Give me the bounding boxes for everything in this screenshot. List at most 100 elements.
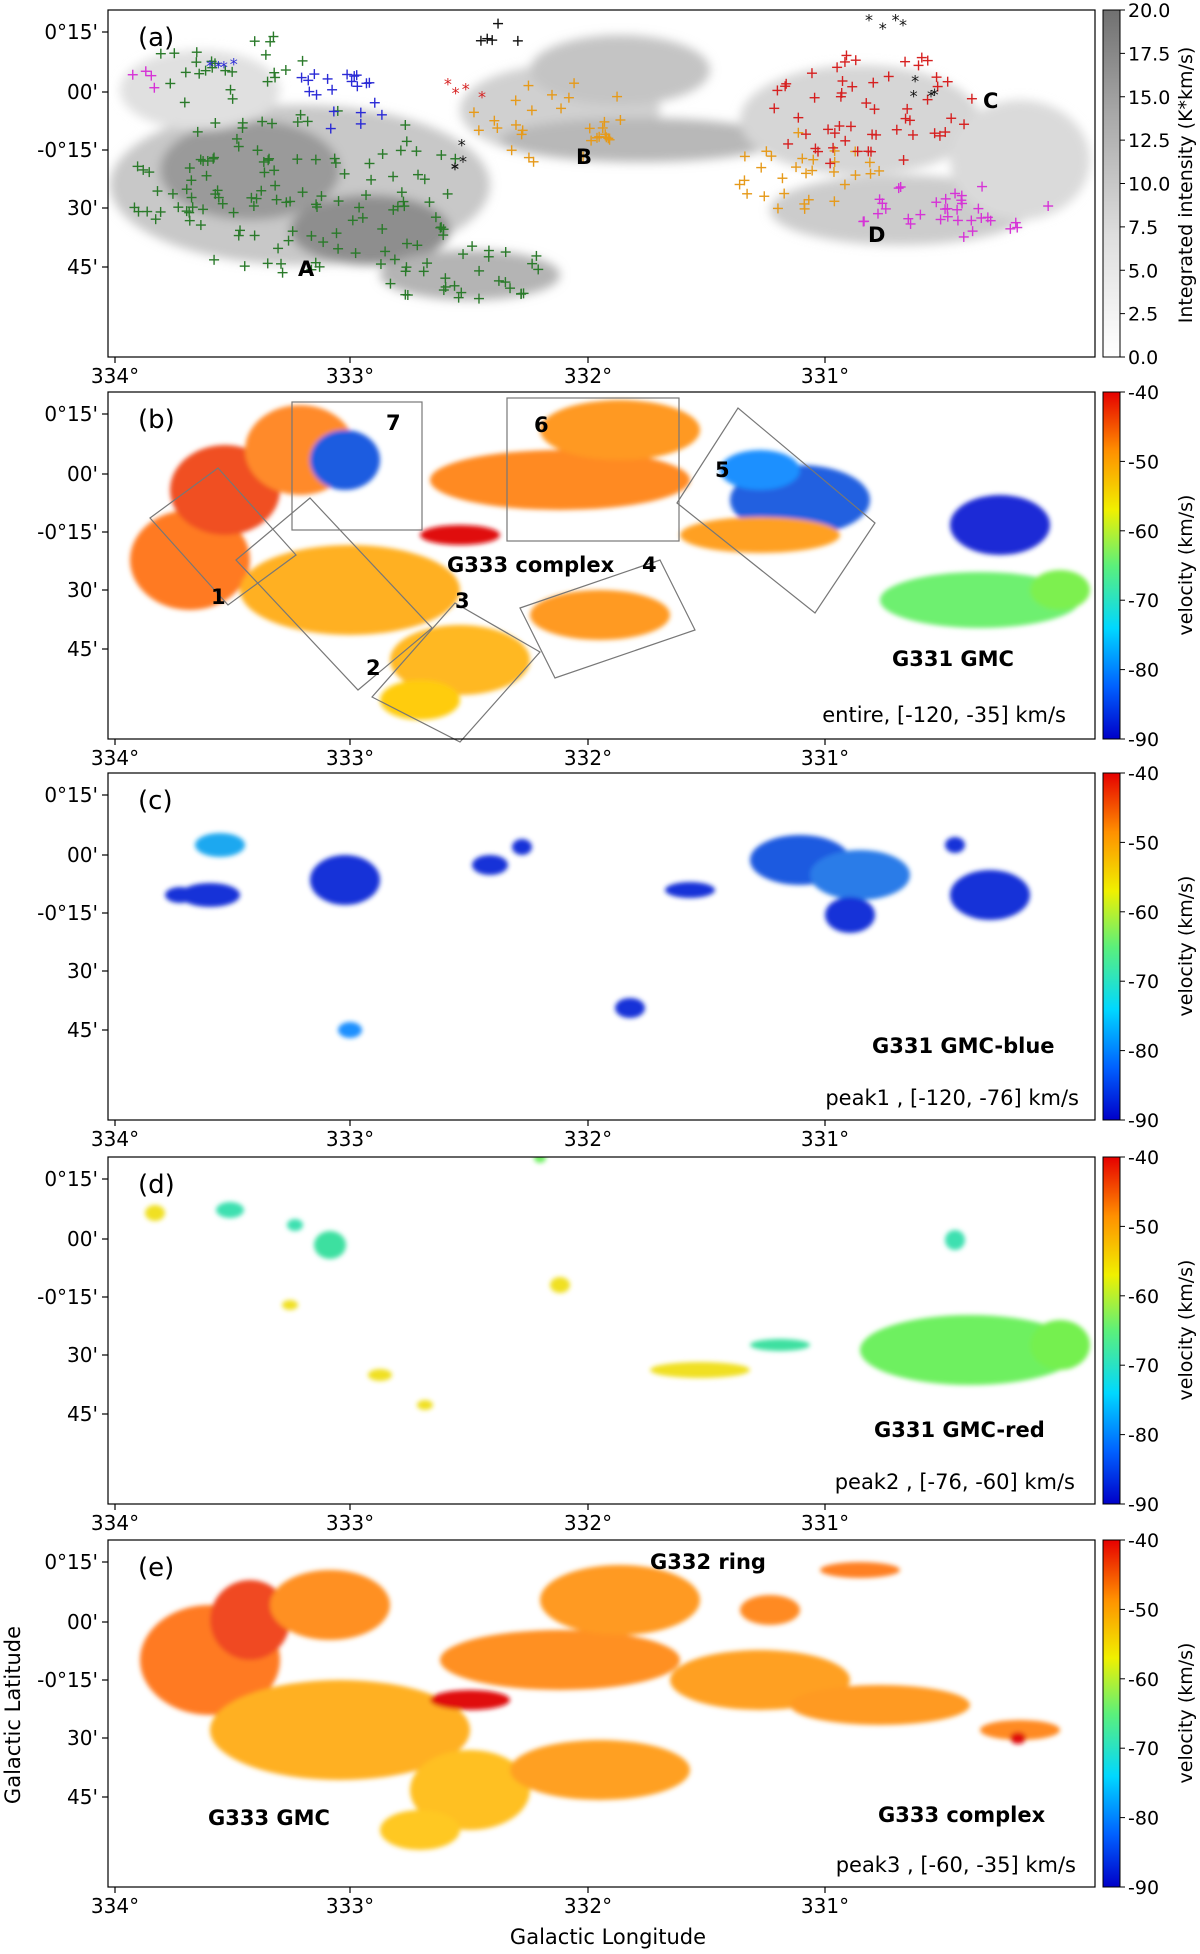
source-marker <box>973 203 984 214</box>
colorbar-tick-label: -70 <box>1128 1738 1159 1760</box>
colorbar-b-label: velocity (km/s) <box>1175 495 1197 636</box>
source-marker <box>442 188 453 199</box>
source-marker <box>392 201 403 212</box>
source-marker <box>493 18 504 29</box>
source-marker <box>385 278 396 289</box>
source-marker <box>322 73 333 84</box>
source-marker <box>210 117 221 128</box>
colorbar-tick-label: -50 <box>1128 451 1159 473</box>
x-tick-label: 331° <box>801 1511 849 1535</box>
x-tick-label: 331° <box>801 1127 849 1151</box>
panel-c-frame <box>107 772 1096 1121</box>
source-marker <box>400 120 411 131</box>
source-marker <box>401 136 412 147</box>
source-marker <box>527 258 538 269</box>
source-marker <box>257 116 268 127</box>
y-tick-label: 0°15' <box>44 1167 98 1191</box>
x-tick-label: 334° <box>91 746 139 770</box>
source-marker <box>883 71 894 82</box>
y-tick-label: 00' <box>67 1227 98 1251</box>
source-marker <box>865 146 876 157</box>
y-tick-label: -0°15' <box>37 520 98 544</box>
x-tick-label: 334° <box>91 1511 139 1535</box>
source-marker <box>331 228 342 239</box>
source-marker <box>957 198 968 209</box>
source-marker <box>376 109 387 120</box>
source-marker <box>505 283 516 294</box>
label-d: D <box>868 223 885 247</box>
colorbar-tick-label: 17.5 <box>1128 43 1170 65</box>
source-marker <box>292 154 303 165</box>
source-marker <box>144 167 155 178</box>
source-marker <box>828 142 839 153</box>
colorbar-tick-label: 20.0 <box>1128 0 1170 22</box>
source-marker <box>829 128 840 139</box>
source-marker <box>355 118 366 129</box>
source-marker <box>946 113 957 124</box>
x-tick-label: 331° <box>801 746 849 770</box>
x-axis-title: Galactic Longitude <box>510 1925 706 1949</box>
source-marker <box>893 183 904 194</box>
colorbar-tick-label: 2.5 <box>1128 304 1158 326</box>
source-marker <box>258 156 269 167</box>
box-label-3: 3 <box>455 589 470 613</box>
source-marker <box>418 266 429 277</box>
y-tick-label: 00' <box>67 1610 98 1634</box>
source-marker <box>916 52 927 63</box>
colorbar-a-ticks: 20.0 17.5 15.0 12.5 10.0 7.5 5.0 2.5 0.0 <box>1120 0 1170 369</box>
panel-d-frame <box>107 1156 1096 1505</box>
colorbar-tick-label: 7.5 <box>1128 217 1158 239</box>
x-tick-label: 334° <box>91 1127 139 1151</box>
star-marker: * <box>865 10 873 29</box>
source-marker <box>217 198 228 209</box>
source-marker <box>739 151 750 162</box>
star-marker: * <box>214 57 222 76</box>
source-marker <box>316 191 327 202</box>
source-marker <box>769 103 780 114</box>
source-marker <box>967 226 978 237</box>
source-marker <box>904 115 915 126</box>
source-marker <box>396 187 407 198</box>
y-tick-label: 45' <box>67 1785 98 1809</box>
source-marker <box>976 212 987 223</box>
source-marker <box>281 197 292 208</box>
colorbar-tick-label: -50 <box>1128 1216 1159 1238</box>
colorbar-tick-label: -40 <box>1128 1147 1159 1169</box>
source-marker <box>436 150 447 161</box>
source-marker <box>526 105 537 116</box>
y-tick-label: 45' <box>67 637 98 661</box>
panel-b-letter: (b) <box>138 405 175 435</box>
source-marker <box>256 185 267 196</box>
colorbar-tick-label: -90 <box>1128 1110 1159 1132</box>
y-tick-label: 00' <box>67 462 98 486</box>
source-marker <box>280 65 291 76</box>
x-tick-label: 332° <box>564 746 612 770</box>
source-marker <box>239 261 250 272</box>
source-marker <box>450 153 461 164</box>
source-marker <box>456 287 467 298</box>
box-4 <box>519 559 696 679</box>
box-label-4: 4 <box>642 553 657 577</box>
source-marker <box>318 237 329 248</box>
source-marker <box>958 231 969 242</box>
source-marker <box>603 133 614 144</box>
source-marker <box>861 98 872 109</box>
source-marker <box>186 175 197 186</box>
source-marker <box>195 220 206 231</box>
source-marker <box>233 141 244 152</box>
source-marker <box>837 76 848 87</box>
source-marker <box>1005 223 1016 234</box>
source-marker <box>309 69 320 80</box>
source-marker <box>801 168 812 179</box>
x-tick-label: 332° <box>564 1894 612 1918</box>
source-marker <box>942 76 953 87</box>
source-marker <box>800 129 811 140</box>
label-g332-ring: G332 ring <box>650 1550 766 1574</box>
source-marker <box>251 193 262 204</box>
source-marker <box>834 121 845 132</box>
source-marker <box>810 143 821 154</box>
source-marker <box>868 77 879 88</box>
velocity-map <box>130 400 1090 720</box>
source-marker <box>449 280 460 291</box>
source-marker <box>929 128 940 139</box>
